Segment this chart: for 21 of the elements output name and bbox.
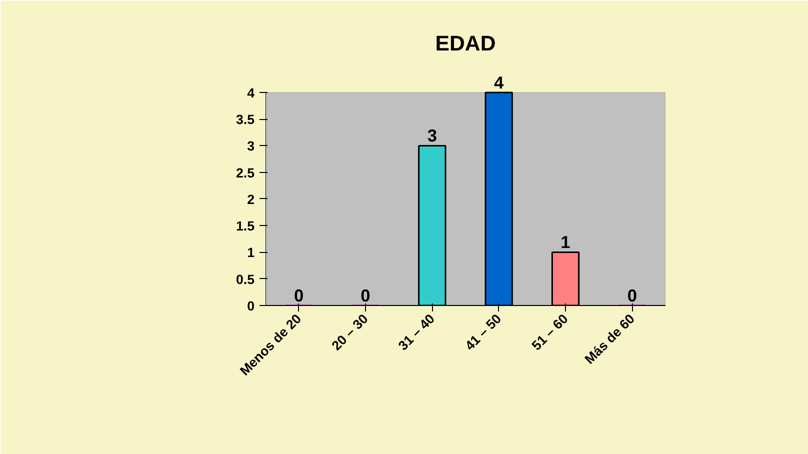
data-label: 0 — [627, 286, 637, 306]
y-tick-label: 0 — [247, 298, 255, 314]
x-tick-label: 20 – 30 — [328, 311, 371, 354]
data-label: 0 — [294, 286, 304, 306]
x-tick-label: 41 – 50 — [462, 311, 504, 354]
x-tick-label: 51 – 60 — [528, 311, 571, 354]
y-tick-label: 1.5 — [236, 218, 256, 234]
y-tick-label: 2 — [247, 192, 255, 207]
data-label: 4 — [494, 72, 504, 92]
chart-title: EDAD — [435, 32, 496, 56]
y-tick-label: 2.5 — [236, 165, 256, 180]
y-tick-label: 0.5 — [236, 272, 256, 287]
x-tick-label: 31 – 40 — [395, 311, 438, 354]
x-tick-label: Más de 60 — [582, 311, 638, 367]
y-tick-label: 3.5 — [236, 112, 256, 128]
y-tick-label: 4 — [247, 85, 256, 100]
data-label: 3 — [427, 126, 438, 146]
data-label: 1 — [560, 232, 571, 252]
y-tick-label: 1 — [247, 245, 256, 260]
data-label: 0 — [360, 286, 370, 306]
y-tick-label: 3 — [247, 138, 255, 154]
